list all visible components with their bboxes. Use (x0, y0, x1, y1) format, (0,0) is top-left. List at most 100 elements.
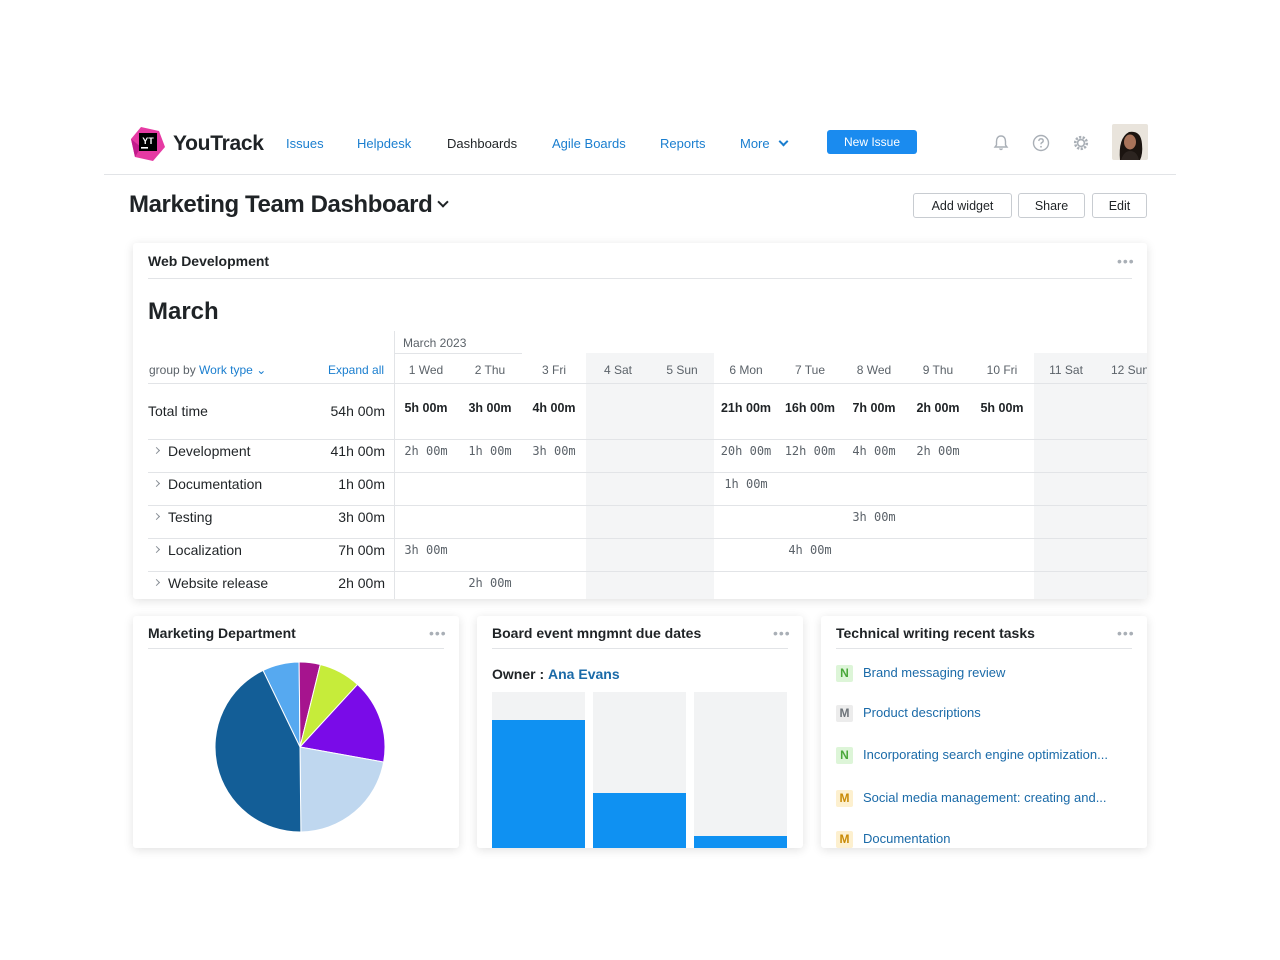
youtrack-logo[interactable]: YT (131, 127, 165, 161)
widget-title-divider (492, 648, 788, 649)
dashboard-title: Marketing Team Dashboard (129, 191, 433, 218)
logo-text: YT (142, 136, 154, 146)
day-header: 5 Sun (666, 363, 698, 377)
task-item[interactable]: M Social media management: creating and..… (836, 790, 1107, 807)
work-type-label[interactable]: Documentation (168, 476, 263, 492)
day-header: 7 Tue (794, 363, 826, 377)
total-time-label: Total time (148, 403, 208, 419)
time-cell: 21h 00m (720, 401, 772, 415)
row-total: 3h 00m (338, 509, 385, 525)
web-development-widget: Web Development ••• March March 2023 gro… (133, 243, 1147, 599)
row-divider (148, 571, 1147, 572)
task-item[interactable]: M Product descriptions (836, 705, 981, 722)
header-divider (148, 383, 1147, 384)
task-item[interactable]: N Incorporating search engine optimizatio… (836, 747, 1108, 764)
nav-reports[interactable]: Reports (660, 136, 706, 151)
label-column-divider (394, 331, 395, 599)
widget-menu-icon[interactable]: ••• (1117, 253, 1135, 269)
task-title[interactable]: Incorporating search engine optimization… (863, 747, 1108, 762)
weekend-column (586, 353, 650, 599)
row-total: 41h 00m (330, 443, 385, 459)
nav-helpdesk[interactable]: Helpdesk (357, 136, 412, 151)
chevron-right-icon[interactable] (152, 545, 161, 554)
chevron-right-icon[interactable] (152, 512, 161, 521)
weekend-column (1034, 353, 1098, 599)
owner-name[interactable]: Ana Evans (548, 666, 620, 682)
widget-title-divider (836, 648, 1132, 649)
settings-icon[interactable] (1072, 134, 1090, 152)
chevron-right-icon[interactable] (152, 446, 161, 455)
time-cell: 2h 00m (916, 401, 960, 415)
day-header: 12 Sun (1110, 363, 1147, 377)
row-divider (148, 439, 1147, 440)
time-cell: 3h 00m (532, 444, 576, 458)
bar-fill[interactable] (593, 793, 686, 848)
time-cell: 2h 00m (468, 576, 512, 590)
share-button[interactable]: Share (1018, 193, 1085, 218)
task-item[interactable]: N Brand messaging review (836, 665, 1005, 682)
widget-menu-icon[interactable]: ••• (773, 625, 791, 641)
help-icon[interactable] (1032, 134, 1050, 152)
task-item[interactable]: M Documentation (836, 831, 950, 848)
edit-button[interactable]: Edit (1092, 193, 1147, 218)
widget-menu-icon[interactable]: ••• (1117, 625, 1135, 641)
user-avatar[interactable] (1112, 124, 1148, 160)
new-issue-button[interactable]: New Issue (827, 130, 917, 154)
task-title[interactable]: Social media management: creating and... (863, 790, 1107, 805)
nav-dashboards[interactable]: Dashboards (447, 136, 518, 151)
chevron-right-icon[interactable] (152, 578, 161, 587)
time-cell: 4h 00m (852, 444, 896, 458)
group-by-label: group by (149, 363, 196, 377)
work-type-label[interactable]: Localization (168, 542, 242, 558)
work-type-label[interactable]: Development (168, 443, 251, 459)
pie-slice[interactable] (299, 746, 385, 832)
time-cell: 2h 00m (404, 444, 448, 458)
bar-fill[interactable] (694, 836, 787, 848)
owner-label: Owner : (492, 666, 545, 682)
top-navigation-bar: YT YouTrack Issues Helpdesk Dashboards A… (104, 118, 1176, 175)
weekend-column (1098, 353, 1147, 599)
board-event-due-dates-widget: Board event mngmnt due dates ••• Owner :… (477, 616, 803, 848)
work-type-label[interactable]: Testing (168, 509, 213, 525)
priority-badge: M (836, 705, 853, 722)
task-title[interactable]: Documentation (863, 831, 951, 846)
time-cell: 4h 00m (532, 401, 576, 415)
weekend-column (650, 353, 714, 599)
time-cell: 3h 00m (468, 401, 512, 415)
time-cell: 5h 00m (404, 401, 448, 415)
time-cell: 5h 00m (980, 401, 1024, 415)
add-widget-button[interactable]: Add widget (913, 193, 1012, 218)
day-header-divider (394, 353, 522, 354)
widget-title: Board event mngmnt due dates (492, 625, 702, 641)
time-cell: 1h 00m (724, 477, 768, 491)
day-header: 10 Fri (986, 363, 1018, 377)
pie-slice[interactable] (299, 683, 385, 763)
bell-icon[interactable] (992, 134, 1010, 152)
day-header: 8 Wed (856, 363, 892, 377)
work-type-label[interactable]: Website release (168, 575, 269, 591)
widget-title: Web Development (148, 253, 270, 269)
nav-issues[interactable]: Issues (286, 136, 324, 151)
nav-more[interactable]: More (740, 136, 789, 151)
task-title[interactable]: Product descriptions (863, 705, 981, 720)
group-by-value[interactable]: Work type (199, 363, 253, 377)
brand-name[interactable]: YouTrack (173, 132, 264, 155)
dashboard-switcher-chevron-icon[interactable] (437, 196, 449, 208)
priority-badge: M (836, 790, 853, 807)
bar-fill[interactable] (492, 720, 585, 848)
nav-more-label: More (740, 136, 770, 151)
row-divider (148, 472, 1147, 473)
widget-menu-icon[interactable]: ••• (429, 625, 447, 641)
day-header: 9 Thu (922, 363, 954, 377)
group-by-control[interactable]: group by Work type ⌄ (149, 363, 266, 377)
day-header: 6 Mon (729, 363, 763, 377)
task-title[interactable]: Brand messaging review (863, 665, 1006, 680)
day-header: 3 Fri (542, 363, 566, 377)
pie-slice[interactable] (215, 669, 302, 832)
chevron-right-icon[interactable] (152, 479, 161, 488)
nav-agile-boards[interactable]: Agile Boards (552, 136, 626, 151)
period-heading: March (148, 298, 219, 325)
chevron-down-icon (778, 136, 789, 147)
time-cell: 20h 00m (720, 444, 772, 458)
expand-all-link[interactable]: Expand all (328, 363, 385, 377)
